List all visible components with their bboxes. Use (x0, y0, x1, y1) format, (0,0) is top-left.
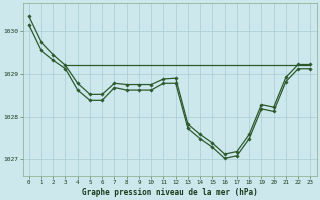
X-axis label: Graphe pression niveau de la mer (hPa): Graphe pression niveau de la mer (hPa) (82, 188, 258, 197)
